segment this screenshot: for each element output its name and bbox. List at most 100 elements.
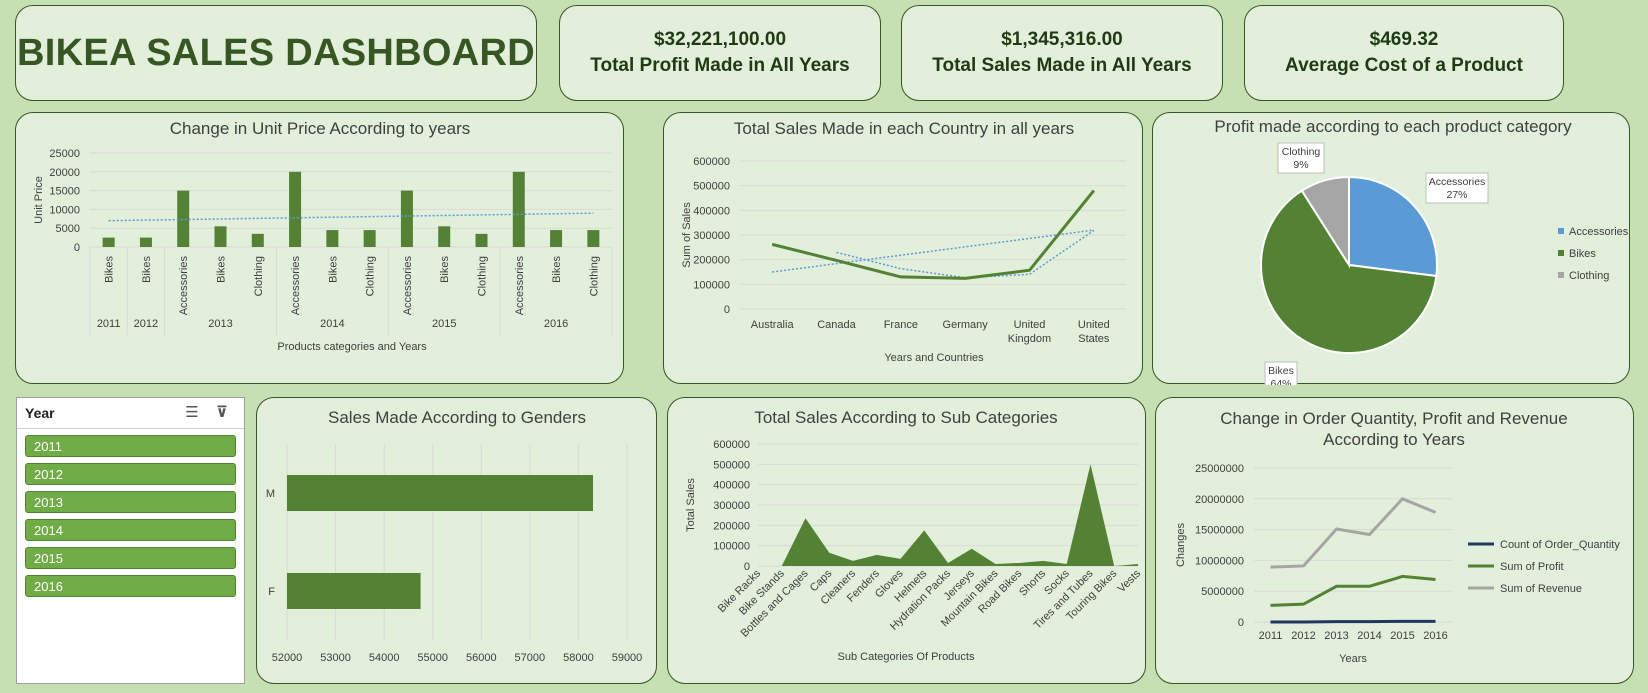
bar (177, 190, 190, 247)
x-tick-label: 2011 (1259, 630, 1283, 642)
y-tick-label: 400000 (693, 205, 730, 217)
slicer-item-2013[interactable]: 2013 (25, 491, 236, 513)
x-tick-label: Bikes (439, 256, 451, 283)
y-axis-title: Sum of Sales (681, 202, 693, 268)
bar (438, 226, 451, 247)
chart-title: Profit made according to each product ca… (1214, 117, 1572, 136)
y-tick-label: 20000 (49, 167, 80, 179)
country-sales-chart-card: Total Sales Made in each Country in all … (663, 112, 1143, 384)
x-tick-label: Germany (943, 319, 989, 331)
y-tick-label: 0 (1238, 617, 1244, 629)
y-tick-label: 0 (74, 242, 80, 254)
data-label-box (1425, 172, 1489, 204)
bar (289, 171, 302, 247)
bar (512, 171, 525, 247)
y-axis-title: Total Sales (685, 478, 697, 532)
kpi-label: Total Sales Made in All Years (932, 55, 1192, 76)
bar (587, 230, 600, 247)
slicer-item-2011[interactable]: 2011 (25, 435, 236, 457)
group-label: 2014 (320, 318, 344, 330)
gender-sales-chart-card: Sales Made According to Genders 52000 5300… (256, 397, 657, 684)
x-tick-label: Bikes (551, 256, 563, 283)
legend-swatch (1558, 228, 1564, 234)
bar (287, 475, 593, 511)
y-tick-label: M (266, 488, 275, 500)
country-sales-chart[interactable]: Total Sales Made in each Country in all … (664, 113, 1144, 385)
kpi-label: Average Cost of a Product (1285, 55, 1523, 76)
bar (363, 230, 376, 247)
y-tick-label: 0 (744, 561, 750, 573)
x-tick-label: Bikes (216, 256, 228, 283)
x-tick-label: United (1078, 319, 1110, 331)
multi-select-icon[interactable]: ☰ (185, 404, 199, 421)
data-label-box (1277, 142, 1325, 174)
y-tick-label: 300000 (713, 500, 750, 512)
kpi-value: $1,345,316.00 (1001, 29, 1123, 50)
legend-label: Count of Order_Quantity (1500, 539, 1620, 551)
y-tick-label: 200000 (693, 255, 730, 267)
y-tick-label: 5000 (56, 223, 80, 235)
profit-category-chart[interactable]: Profit made according to each product ca… (1153, 113, 1631, 393)
y-tick-label: 200000 (713, 520, 750, 532)
slicer-title: Year (25, 405, 55, 421)
gender-sales-chart[interactable]: Sales Made According to Genders 52000 5300… (257, 398, 658, 685)
kpi-label: Total Profit Made in All Years (590, 55, 850, 76)
slicer-item-2014[interactable]: 2014 (25, 519, 236, 541)
x-tick-label: 2015 (1390, 630, 1414, 642)
series-line (1270, 619, 1436, 624)
group-label: 2015 (432, 318, 456, 330)
x-tick-label: Vests (1116, 567, 1144, 595)
dashboard-title: BIKEA SALES DASHBOARD (17, 31, 535, 74)
chart-title: Sales Made According to Genders (328, 408, 586, 427)
bar (550, 230, 563, 247)
bar (326, 230, 339, 247)
order-profit-revenue-chart[interactable]: Change in Order Quantity, Profit and Rev… (1156, 398, 1635, 685)
data-label-name: Bikes (1268, 365, 1294, 377)
moving-average-trendline (836, 229, 1095, 279)
slicer-item-2015[interactable]: 2015 (25, 547, 236, 569)
unit-price-chart[interactable]: Change in Unit Price According to years 0… (16, 113, 625, 385)
legend-swatch (1558, 272, 1564, 278)
data-label-name: Clothing (1282, 146, 1321, 158)
slicer-item-2012[interactable]: 2012 (25, 463, 236, 485)
data-label-value: 64% (1270, 378, 1291, 385)
x-tick-label: Clothing (477, 256, 489, 296)
y-axis-title: Changes (1175, 522, 1187, 567)
kpi-average-cost: $469.32 Average Cost of a Product (1244, 5, 1564, 101)
y-tick-label: 25000 (49, 148, 80, 160)
kpi-value: $32,221,100.00 (653, 29, 787, 50)
chart-title: Total Sales According to Sub Categories (754, 408, 1057, 427)
x-tick-label: States (1078, 333, 1110, 345)
slicer-item-2016[interactable]: 2016 (25, 575, 236, 597)
y-tick-label: 500000 (693, 181, 730, 193)
x-tick-label: Australia (751, 319, 795, 331)
legend-label: Accessories (1569, 226, 1629, 238)
slicer-header: Year ☰ ⊽ (17, 398, 244, 429)
x-tick-label: 52000 (272, 652, 303, 664)
x-tick-label: Clothing (365, 256, 377, 296)
group-label: 2012 (134, 318, 158, 330)
x-tick-label: Shorts (1017, 567, 1048, 598)
data-label-name: Accessories (1429, 176, 1486, 188)
area-series (758, 464, 1138, 566)
x-tick-label: Clothing (588, 256, 600, 296)
x-tick-label: Bikes (141, 256, 153, 283)
legend-label: Sum of Profit (1500, 561, 1564, 573)
y-tick-label: 10000 (49, 204, 80, 216)
legend-swatch (1558, 250, 1564, 256)
trendline (108, 212, 594, 222)
group-label: 2013 (208, 318, 232, 330)
x-tick-label: Bikes (104, 256, 116, 283)
x-tick-label: 2016 (1423, 630, 1447, 642)
kpi-value: $469.32 (1369, 29, 1439, 50)
y-tick-label: 20000000 (1195, 494, 1244, 506)
y-tick-label: 600000 (693, 156, 730, 168)
subcat-sales-chart[interactable]: Total Sales According to Sub Categories 0… (668, 398, 1147, 685)
series-line (771, 189, 1096, 280)
group-label: 2016 (544, 318, 568, 330)
x-tick-label: Canada (817, 319, 856, 331)
unit-price-chart-card: Change in Unit Price According to years 0… (15, 112, 624, 384)
clear-filter-icon[interactable]: ⊽ (215, 404, 229, 421)
x-tick-label: Accessories (178, 256, 190, 316)
pie-slice (1348, 175, 1438, 278)
